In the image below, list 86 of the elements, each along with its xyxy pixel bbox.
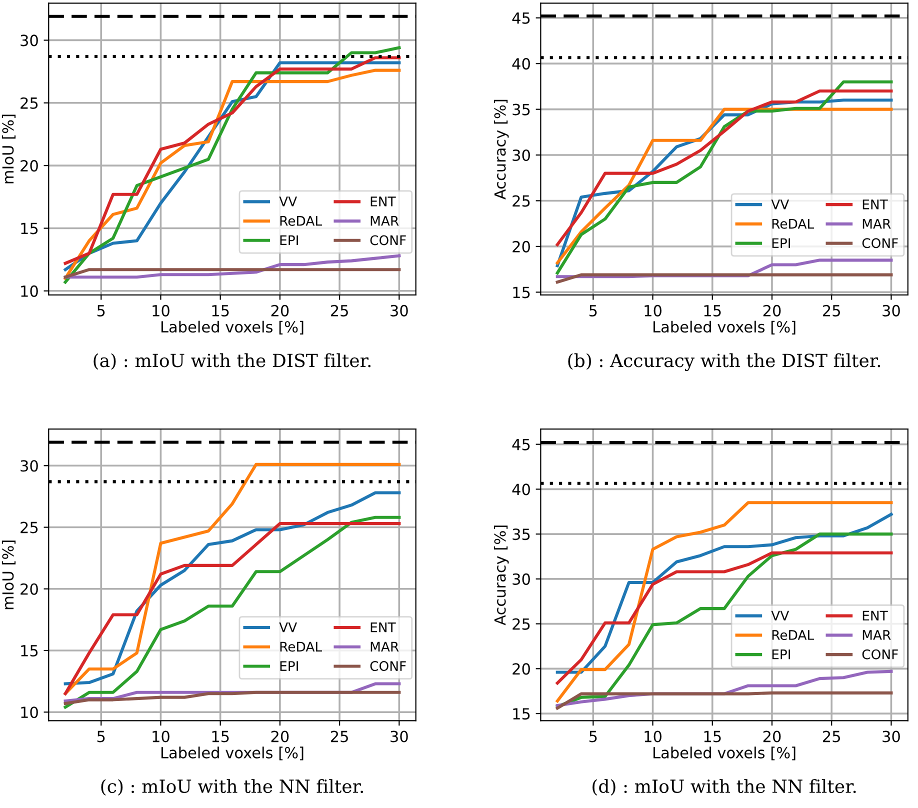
legend-label: ReDAL: [772, 630, 814, 640]
y-axis-title: Accuracy [%]: [494, 526, 509, 626]
text: (a) : mIoU with the DIST filter.: [94, 353, 371, 370]
y-tick-label: 15: [513, 708, 530, 720]
legend-label: ENT: [370, 196, 396, 206]
x-tick-label: 30: [390, 304, 408, 316]
y-tick-label: 30: [512, 573, 530, 585]
legend-label: VV: [279, 622, 297, 632]
legend-label: MAR: [862, 630, 891, 640]
x-tick-label: 5: [589, 730, 597, 742]
x-tick-label: 20: [271, 304, 289, 316]
x-tick-label: 30: [882, 730, 900, 742]
y-tick-label: 35: [512, 104, 530, 116]
y-tick-label: 35: [512, 528, 530, 540]
text: (b) : Accuracy with the DIST filter.: [568, 353, 880, 371]
y-tick-label: 15: [21, 645, 38, 657]
legend-label: EPI: [772, 238, 790, 248]
y-tick-label: 25: [20, 97, 38, 109]
y-axis-title: Accuracy [%]: [494, 100, 509, 200]
legend-label: ENT: [862, 200, 888, 210]
x-tick-label: 15: [212, 730, 229, 742]
x-axis-title: Labeled voxels [%]: [161, 746, 304, 760]
legend-label: CONF: [370, 661, 406, 672]
y-tick-label: 10: [21, 706, 38, 718]
x-tick-label: 5: [97, 305, 105, 316]
legend-label: VV: [279, 196, 297, 206]
y-tick-label: 40: [512, 58, 530, 70]
x-tick-label: 20: [763, 730, 781, 742]
y-tick-label: 20: [512, 240, 530, 252]
line-series: [64, 690, 401, 706]
legend-label: CONF: [862, 238, 898, 248]
y-tick-label: 25: [512, 618, 530, 630]
legend-label: CONF: [370, 235, 406, 246]
legend-label: ENT: [862, 610, 888, 620]
legend-label: CONF: [862, 649, 898, 660]
x-tick-label: 20: [763, 304, 781, 316]
legend-label: ReDAL: [280, 216, 322, 226]
x-tick-label: 5: [97, 730, 105, 742]
x-tick-label: 25: [330, 304, 348, 316]
y-tick-label: 45: [512, 12, 530, 24]
x-axis-title: Labeled voxels [%]: [654, 320, 796, 334]
legend-label: EPI: [280, 235, 298, 246]
x-tick-label: 25: [823, 730, 840, 742]
y-tick-label: 20: [512, 663, 530, 675]
legend-label: EPI: [772, 650, 790, 660]
y-tick-label: 40: [512, 484, 530, 496]
x-tick-label: 25: [330, 730, 348, 742]
y-tick-label: 30: [20, 34, 38, 46]
legend-label: ENT: [370, 622, 396, 632]
x-tick-label: 20: [271, 730, 289, 742]
legend-label: MAR: [370, 216, 399, 226]
y-tick-label: 25: [20, 522, 38, 534]
y-axis-title: mIoU [%]: [2, 114, 16, 184]
y-tick-label: 20: [20, 160, 38, 172]
y-axis-title: mIoU [%]: [2, 540, 16, 610]
x-tick-label: 25: [823, 304, 840, 316]
text: (d) : mIoU with the NN filter.: [592, 779, 856, 796]
y-tick-label: 30: [512, 149, 530, 162]
legend-label: MAR: [862, 218, 891, 229]
x-tick-label: 30: [882, 304, 900, 316]
y-tick-label: 15: [513, 286, 530, 298]
x-tick-label: 15: [704, 730, 721, 742]
y-tick-label: 10: [21, 285, 38, 297]
x-tick-label: 15: [212, 305, 229, 316]
x-tick-label: 10: [152, 730, 170, 742]
x-tick-label: 10: [644, 304, 662, 316]
legend-label: VV: [771, 610, 790, 620]
x-tick-label: 5: [589, 305, 597, 316]
text: (c) : mIoU with the NN filter.: [101, 779, 364, 796]
x-axis-title: Labeled voxels [%]: [654, 746, 796, 760]
legend-label: ReDAL: [280, 642, 322, 652]
y-tick-label: 25: [512, 195, 530, 207]
legend-label: EPI: [280, 661, 298, 671]
line-series: [64, 254, 401, 279]
x-axis-title: Labeled voxels [%]: [161, 320, 304, 334]
x-tick-label: 10: [644, 730, 662, 742]
y-tick-label: 45: [512, 438, 530, 450]
y-tick-label: 15: [21, 222, 38, 234]
legend-label: VV: [771, 200, 790, 210]
x-tick-label: 30: [390, 730, 408, 742]
y-tick-label: 30: [20, 460, 38, 472]
y-tick-label: 20: [20, 583, 38, 595]
legend-label: MAR: [370, 642, 399, 652]
x-tick-label: 10: [152, 304, 170, 316]
x-tick-label: 15: [704, 305, 721, 316]
legend-label: ReDAL: [772, 218, 814, 229]
